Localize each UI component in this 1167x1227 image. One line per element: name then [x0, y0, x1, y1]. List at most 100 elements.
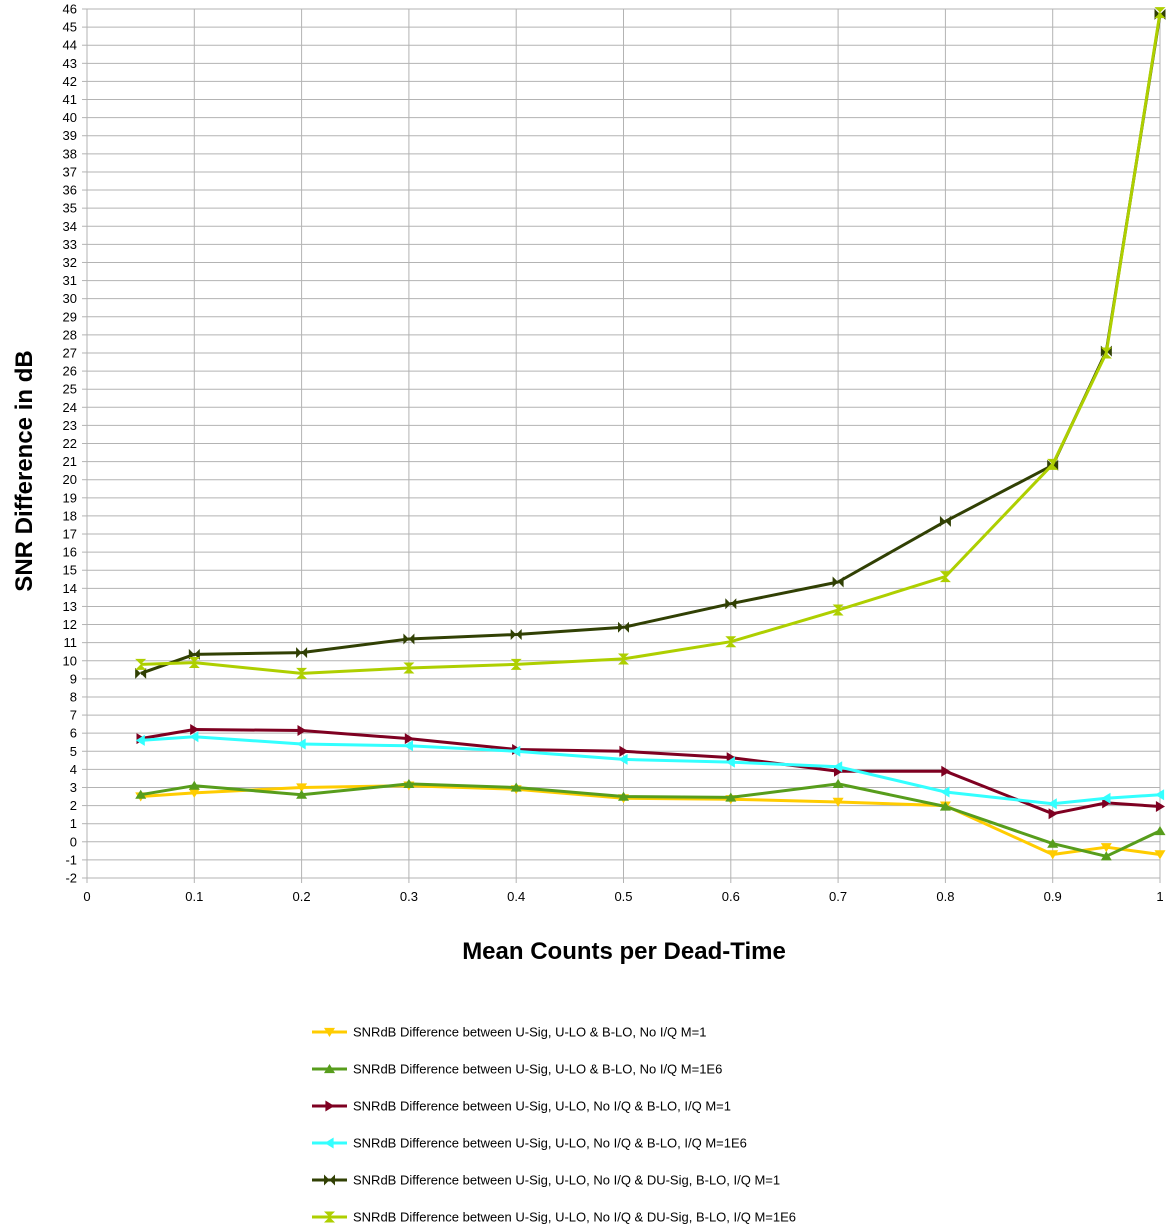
y-tick-label: 37: [63, 164, 77, 179]
y-tick-label: 16: [63, 545, 77, 560]
data-point: [297, 725, 307, 736]
data-point-half: [324, 1217, 335, 1223]
data-point: [1100, 851, 1112, 861]
data-point-half: [1100, 352, 1112, 359]
series-line: [140, 12, 1162, 675]
y-tick-label: -2: [65, 871, 77, 886]
data-point-half: [1047, 464, 1059, 470]
data-point-half: [945, 515, 951, 527]
y-tick-label: 45: [63, 20, 77, 35]
data-point: [135, 667, 141, 679]
data-point-half: [939, 576, 951, 583]
data-point-half: [329, 1174, 335, 1186]
data-point: [1101, 792, 1111, 804]
y-tick-label: 26: [63, 364, 77, 379]
x-tick-labels: 0 0.1 0.2 0.3 0.4 0.5 0.6 0.7 0.8 0.9 1: [83, 889, 1163, 904]
y-tick-label: 21: [63, 454, 77, 469]
y-tick-label: 44: [63, 38, 77, 53]
y-tick-label: 1: [70, 816, 77, 831]
y-tick-label: 27: [63, 345, 77, 360]
data-point-half: [135, 664, 147, 670]
data-point-half: [301, 647, 308, 659]
series-line: [140, 784, 1161, 856]
data-point: [135, 734, 145, 746]
data-point: [324, 1174, 330, 1186]
data-point-half: [623, 621, 629, 633]
y-tick-labels: -2-1012345678910111213141516171819202122…: [63, 2, 77, 886]
y-tick-label: 4: [70, 762, 77, 777]
data-point: [725, 756, 735, 768]
y-tick-label: 38: [63, 146, 77, 161]
data-point: [618, 753, 628, 765]
y-tick-label: 7: [70, 708, 77, 723]
data-point: [296, 667, 308, 674]
data-point: [510, 658, 522, 665]
x-tick-label: 0.3: [400, 889, 418, 904]
data-point: [403, 662, 415, 668]
data-point: [1154, 850, 1166, 860]
y-tick-label: 3: [70, 780, 77, 795]
y-tick-label: 9: [70, 671, 77, 686]
y-tick-label: 32: [63, 255, 77, 270]
data-point: [403, 740, 413, 752]
data-point-half: [516, 628, 522, 640]
y-tick-label: 11: [64, 635, 78, 650]
x-tick-label: 0: [83, 889, 90, 904]
y-tick-label: 39: [63, 128, 77, 143]
y-tick-label: 6: [70, 726, 77, 741]
data-point: [1047, 458, 1059, 465]
legend-item-4: SNRdB Difference between U-Sig, U-LO, No…: [312, 1136, 747, 1151]
x-tick-label: 0.4: [507, 889, 525, 904]
series-line: [140, 782, 1161, 858]
data-point: [832, 576, 839, 588]
y-tick-label: 34: [63, 219, 77, 234]
data-point-half: [730, 598, 737, 610]
series-2: [135, 778, 1166, 861]
series-3: [136, 724, 1165, 820]
series-4: [135, 731, 1165, 810]
data-point: [403, 778, 415, 788]
data-point: [832, 797, 844, 807]
data-point: [832, 604, 844, 611]
data-point: [403, 633, 409, 645]
data-point: [188, 780, 200, 790]
data-point: [510, 782, 522, 792]
y-tick-label: 35: [63, 201, 77, 216]
y-axis-title: SNR Difference in dB: [11, 350, 38, 591]
data-point: [324, 1211, 335, 1217]
data-point: [1047, 798, 1057, 810]
data-point: [618, 653, 629, 659]
series-line: [140, 735, 1161, 806]
x-tick-label: 0.2: [293, 889, 311, 904]
data-point-half: [296, 673, 308, 679]
series-group: [135, 7, 1166, 861]
y-tick-label: 19: [63, 490, 77, 505]
data-point: [1100, 347, 1112, 353]
legend: SNRdB Difference between U-Sig, U-LO & B…: [312, 1025, 796, 1225]
y-tick-label: 15: [63, 563, 77, 578]
legend-item-2: SNRdB Difference between U-Sig, U-LO & B…: [312, 1062, 722, 1077]
data-point-half: [1154, 12, 1166, 19]
data-point: [135, 658, 147, 665]
legend-item-6: SNRdB Difference between U-Sig, U-LO, No…: [312, 1210, 796, 1225]
data-point: [188, 788, 200, 798]
x-tick-label: 0.5: [614, 889, 632, 904]
y-tick-label: 20: [63, 472, 77, 487]
y-tick-label: 28: [63, 327, 77, 342]
data-point-half: [832, 610, 844, 616]
data-point-half: [618, 658, 629, 665]
legend-label: SNRdB Difference between U-Sig, U-LO, No…: [353, 1099, 731, 1114]
data-point: [1047, 850, 1059, 860]
data-point: [1154, 7, 1166, 13]
y-tick-label: 40: [63, 110, 77, 125]
data-point: [135, 789, 147, 799]
x-tick-label: 0.1: [185, 889, 203, 904]
data-point: [1047, 838, 1059, 848]
legend-label: SNRdB Difference between U-Sig, U-LO, No…: [353, 1173, 780, 1188]
series-5: [135, 8, 1166, 679]
y-tick-label: 42: [63, 74, 77, 89]
y-tick-label: 14: [63, 581, 77, 596]
y-tick-label: 31: [63, 273, 77, 288]
data-point: [725, 792, 737, 802]
